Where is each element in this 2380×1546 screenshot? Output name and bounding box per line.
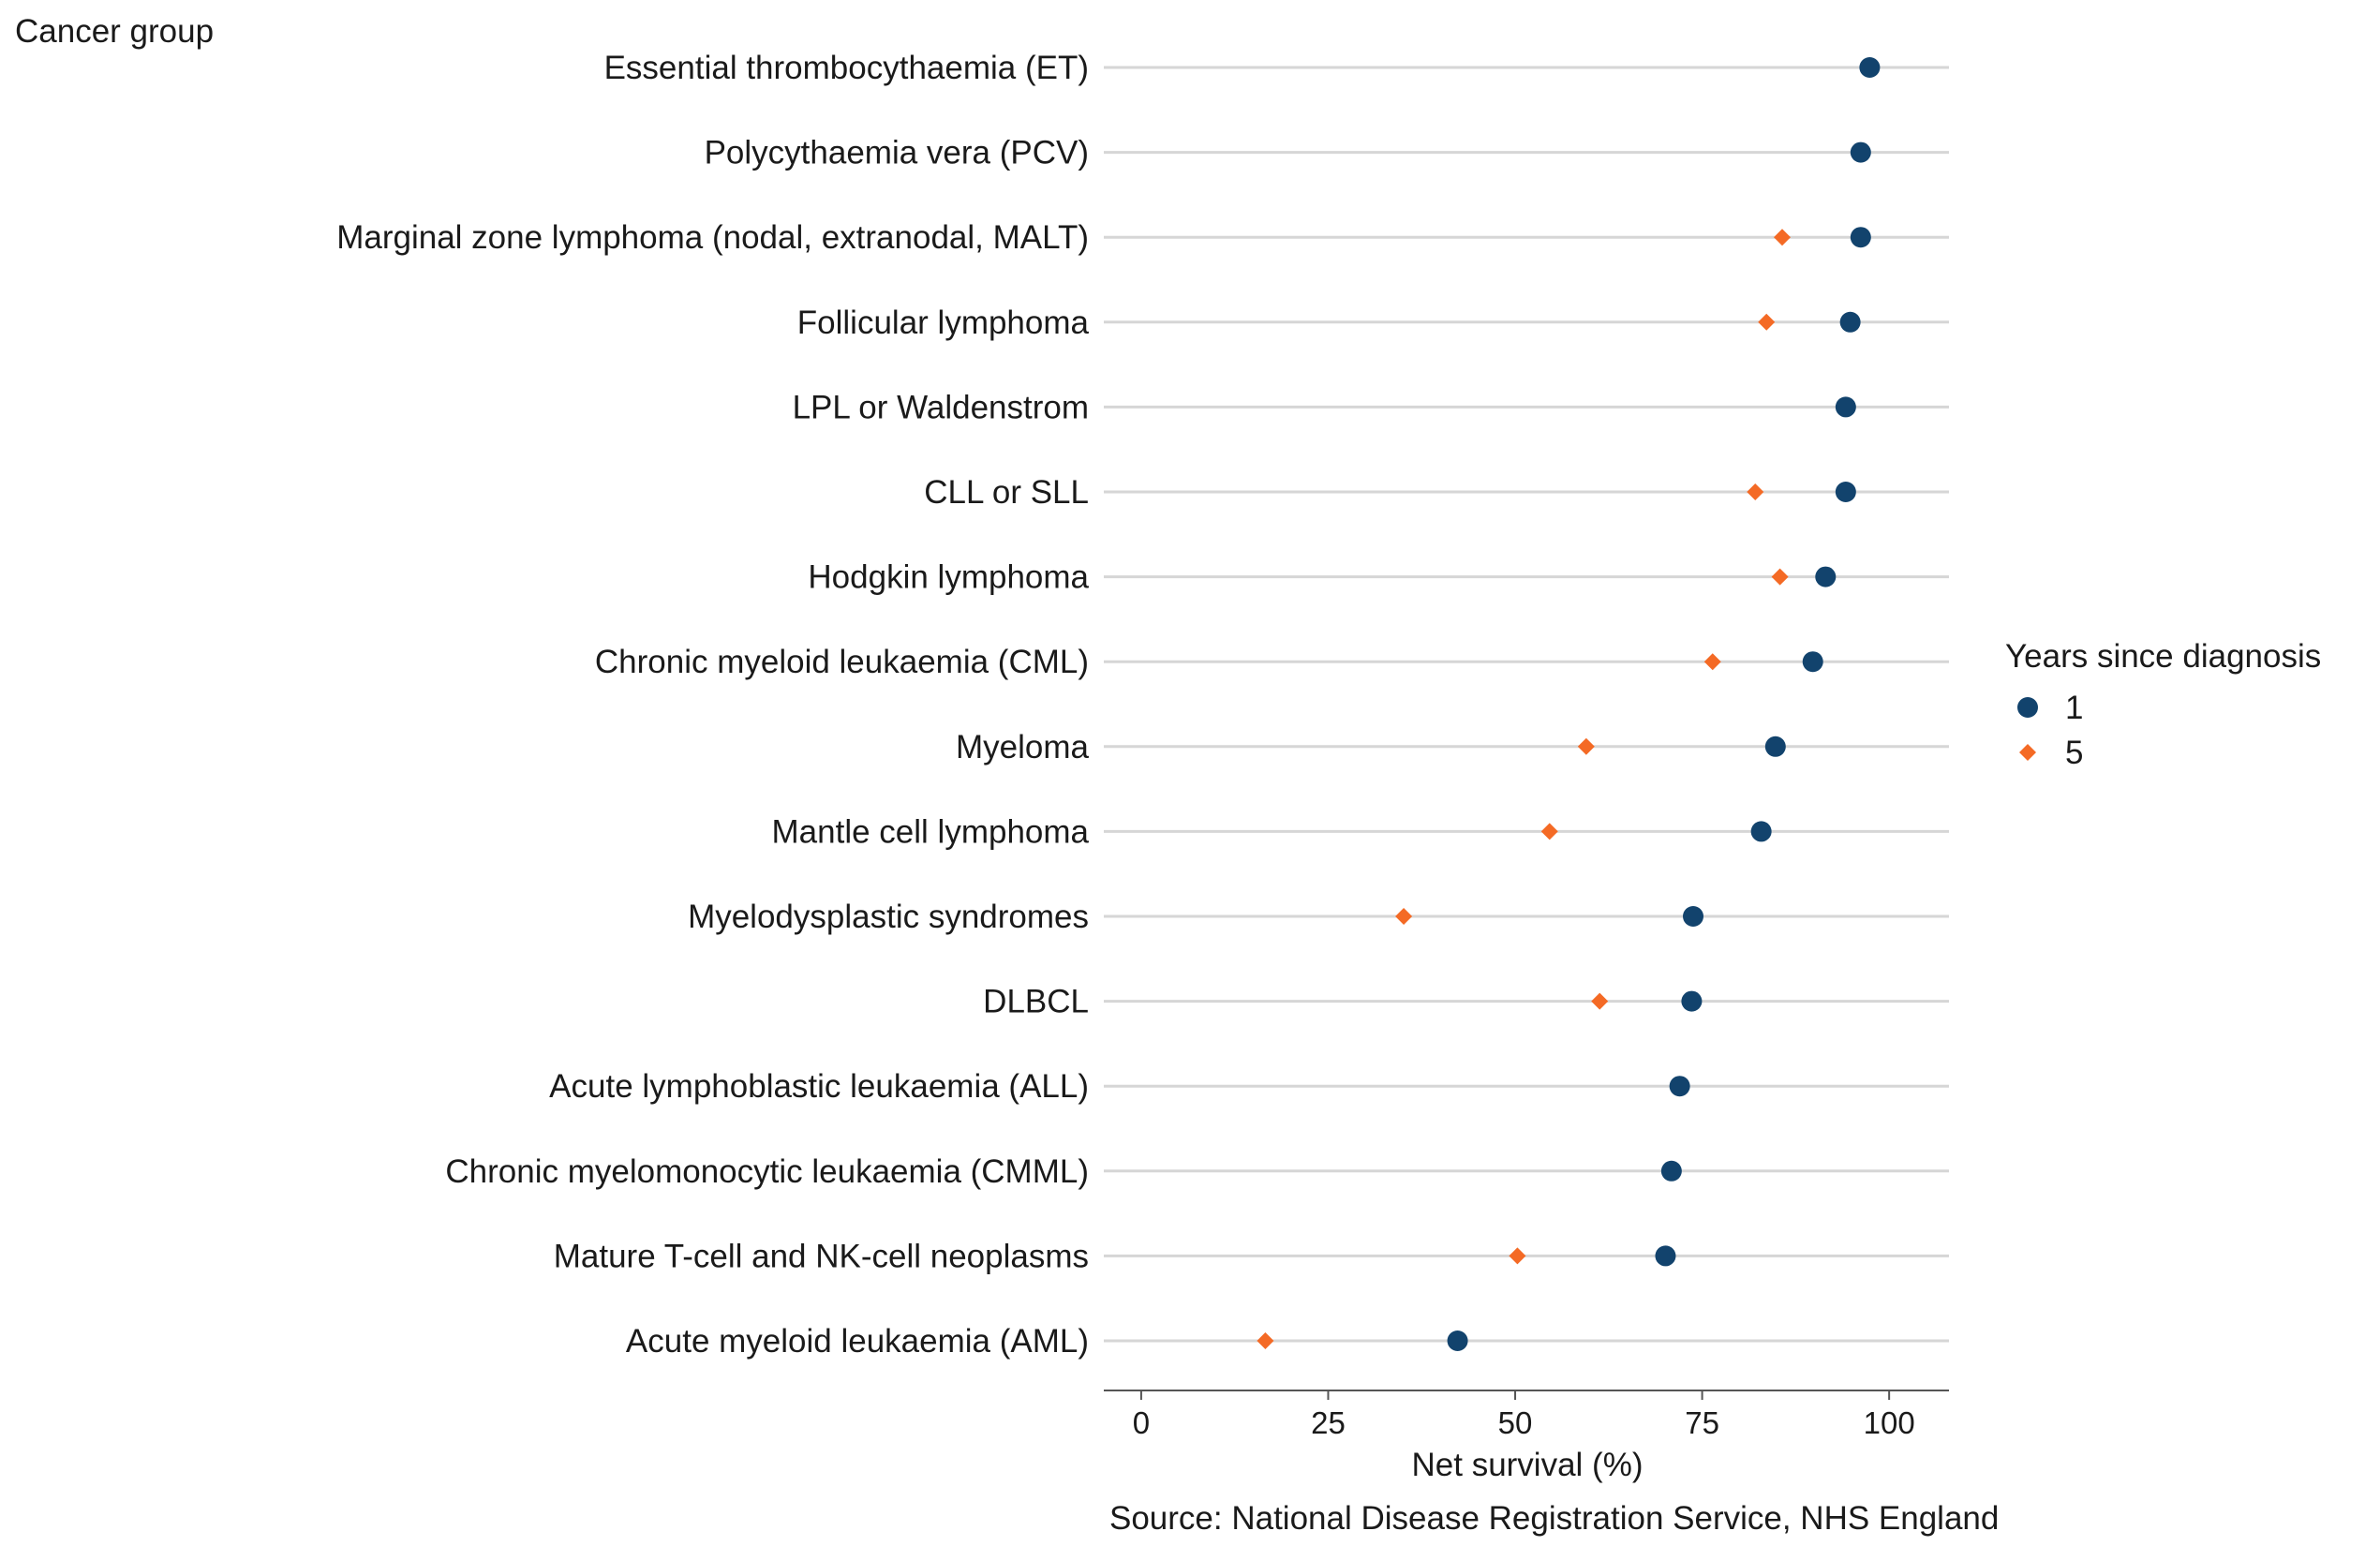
legend-title: Years since diagnosis xyxy=(2005,638,2321,675)
x-tick-label: 100 xyxy=(1864,1405,1915,1440)
point-1-year xyxy=(1802,651,1823,673)
x-tick-label: 50 xyxy=(1498,1405,1533,1440)
point-1-year xyxy=(1859,57,1881,78)
point-1-year xyxy=(1850,141,1871,163)
point-1-year xyxy=(1447,1330,1468,1351)
point-1-year xyxy=(1669,1076,1690,1097)
point-5-year xyxy=(1771,568,1789,586)
point-5-year xyxy=(1591,992,1609,1010)
point-1-year xyxy=(1683,906,1704,927)
category-label: Myeloma xyxy=(956,729,1090,766)
y-axis-labels: Essential thrombocythaemia (ET) Polycytha… xyxy=(336,50,1089,1360)
point-1-year xyxy=(1835,396,1856,418)
point-1-year xyxy=(1660,1160,1682,1182)
point-5-year xyxy=(1509,1247,1526,1265)
category-label: Polycythaemia vera (PCV) xyxy=(705,135,1089,171)
category-label: Chronic myeloid leukaemia (CML) xyxy=(595,644,1089,680)
gridlines xyxy=(1104,66,1949,1343)
category-label: Mature T-cell and NK-cell neoplasms xyxy=(554,1238,1089,1274)
x-tick-label: 0 xyxy=(1133,1405,1150,1440)
legend-label: 5 xyxy=(2065,735,2083,771)
data-marks xyxy=(1257,57,1881,1351)
legend-key-diamond xyxy=(2019,744,2036,761)
category-label: Chronic myelomonocytic leukaemia (CMML) xyxy=(445,1153,1089,1190)
source-caption: Source: National Disease Registration Se… xyxy=(1109,1500,1999,1537)
point-1-year xyxy=(1850,227,1871,248)
category-label: Follicular lymphoma xyxy=(797,305,1090,341)
point-5-year xyxy=(1703,653,1721,671)
legend: Years since diagnosis 1 5 xyxy=(2005,638,2321,771)
y-axis-title: Cancer group xyxy=(15,13,214,50)
category-label: Mantle cell lymphoma xyxy=(772,813,1090,850)
point-5-year xyxy=(1758,313,1776,331)
point-5-year xyxy=(1747,483,1764,500)
x-tick-label: 25 xyxy=(1311,1405,1346,1440)
x-tick-label: 75 xyxy=(1685,1405,1719,1440)
category-label: Acute myeloid leukaemia (AML) xyxy=(626,1323,1089,1360)
point-5-year xyxy=(1540,823,1558,840)
category-label: LPL or Waldenstrom xyxy=(793,389,1089,425)
point-1-year xyxy=(1655,1245,1676,1267)
point-1-year xyxy=(1839,311,1861,333)
legend-label: 1 xyxy=(2065,690,2083,726)
category-label: DLBCL xyxy=(983,984,1089,1020)
point-5-year xyxy=(1577,737,1595,755)
point-1-year xyxy=(1681,990,1703,1012)
category-label: Marginal zone lymphoma (nodal, extranoda… xyxy=(336,219,1089,256)
x-axis: 0 25 50 75 100 xyxy=(1104,1390,1949,1440)
point-1-year xyxy=(1835,482,1856,502)
category-label: Hodgkin lymphoma xyxy=(808,559,1089,596)
category-label: Myelodysplastic syndromes xyxy=(688,899,1089,935)
point-1-year xyxy=(1815,566,1837,587)
point-1-year xyxy=(1764,736,1786,757)
x-axis-title: Net survival (%) xyxy=(1412,1447,1644,1483)
category-label: CLL or SLL xyxy=(924,474,1089,511)
point-1-year xyxy=(1750,821,1772,842)
category-label: Essential thrombocythaemia (ET) xyxy=(604,50,1089,86)
category-label: Acute lymphoblastic leukaemia (ALL) xyxy=(549,1068,1089,1105)
point-5-year xyxy=(1257,1332,1274,1349)
legend-key-circle xyxy=(2017,697,2038,718)
point-5-year xyxy=(1395,908,1413,925)
point-5-year xyxy=(1773,229,1791,246)
